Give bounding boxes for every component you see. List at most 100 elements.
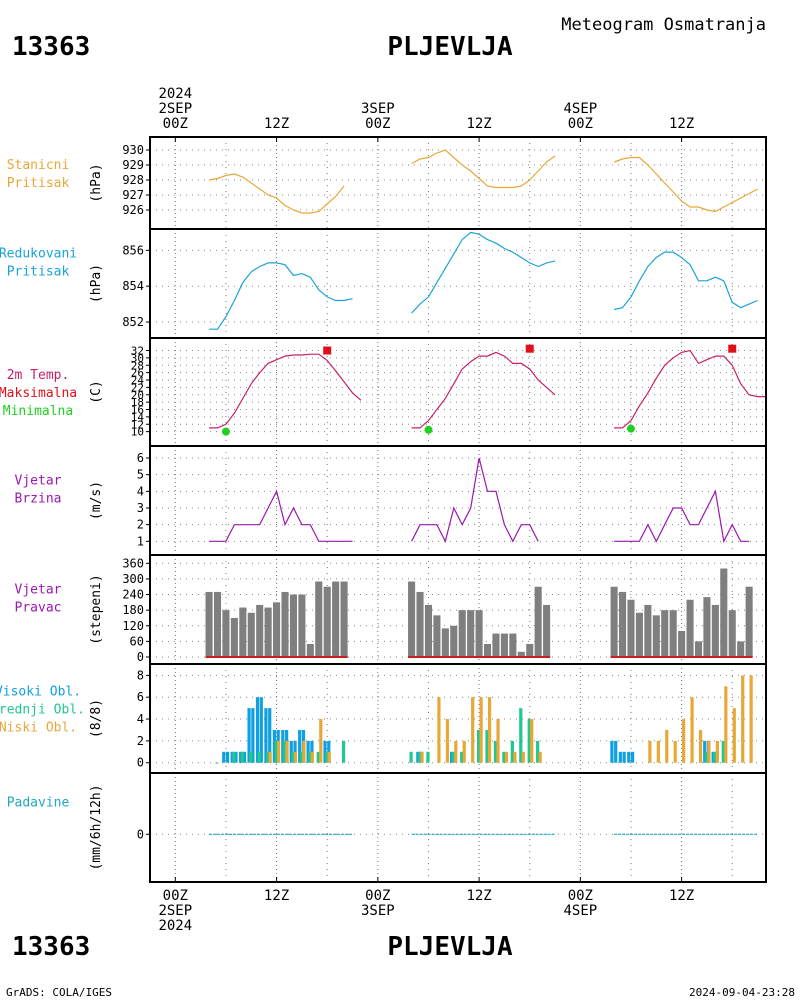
cloud-low-bar xyxy=(454,740,458,763)
cloud-high-bar xyxy=(234,751,238,763)
wind-dir-bar xyxy=(517,651,525,657)
cloud-high-bar xyxy=(310,740,314,763)
time-label-top: 3SEP xyxy=(361,101,395,117)
ytick-label: 1 xyxy=(137,534,144,548)
cloud-high-bar xyxy=(610,740,614,763)
time-label-bottom: 00Z xyxy=(163,888,188,904)
cloud-mid-bar xyxy=(713,751,717,763)
cloud-high-bar xyxy=(306,740,310,763)
cloud-high-bar xyxy=(298,729,302,763)
cloud-low-bar xyxy=(665,729,669,763)
axis-unit: (stepeni) xyxy=(89,574,104,644)
cloud-mid-bar xyxy=(308,751,312,763)
time-label-bottom: 00Z xyxy=(568,888,593,904)
cloud-high-bar xyxy=(416,751,420,763)
wind-dir-bar xyxy=(264,607,272,657)
cloud-mid-bar xyxy=(325,751,329,763)
cloud-mid-bar xyxy=(536,740,540,763)
ytick-label: 120 xyxy=(122,619,144,633)
wind-dir-bar xyxy=(340,581,348,657)
cloud-high-bar xyxy=(247,708,251,763)
cloud-mid-bar xyxy=(299,751,303,763)
panel-precipitation: 0 (mm/6h/12h) Padavine xyxy=(7,772,767,883)
wind-dir-bar xyxy=(610,586,618,657)
cloud-low-bar xyxy=(496,719,500,763)
ytick-label: 12 xyxy=(131,418,144,431)
ytick-label: 927 xyxy=(122,188,144,202)
cloud-high-bar xyxy=(281,729,285,763)
cloud-low-bar xyxy=(504,751,509,763)
panel-label: Vjetar xyxy=(15,583,62,598)
cloud-low-bar xyxy=(310,751,314,763)
cloud-low-bar xyxy=(673,740,677,763)
cloud-low-bar xyxy=(302,740,306,763)
time-label-bottom: 12Z xyxy=(466,888,491,904)
cloud-low-bar xyxy=(327,751,331,763)
ytick-label: 8 xyxy=(137,668,144,682)
time-label-top: 12Z xyxy=(466,116,491,132)
wind-dir-bar xyxy=(315,581,323,657)
ytick-label: 24 xyxy=(131,374,145,387)
time-label-bottom: 2SEP xyxy=(158,903,192,919)
panel-label: Visoki Obl. xyxy=(0,685,81,700)
series-line xyxy=(209,262,353,330)
wind-dir-bar xyxy=(416,591,424,657)
cloud-mid-bar xyxy=(291,751,295,763)
time-label-bottom: 12Z xyxy=(264,888,289,904)
cloud-low-bar xyxy=(293,751,298,763)
axis-unit: (mm/6h/12h) xyxy=(89,784,104,870)
ytick-label: 2 xyxy=(137,518,144,532)
panel-label: Padavine xyxy=(7,796,70,811)
wind-dir-bar xyxy=(619,591,627,657)
cloud-low-bar xyxy=(741,675,745,763)
cloud-high-bar xyxy=(614,740,618,763)
time-label-bottom: 3SEP xyxy=(361,903,395,919)
wind-dir-bar xyxy=(239,607,247,657)
wind-dir-bar xyxy=(526,643,534,657)
cloud-mid-bar xyxy=(493,740,498,763)
panel-label: Pritisak xyxy=(7,176,70,191)
ytick-label: 20 xyxy=(131,389,144,402)
axis-unit: (m/s) xyxy=(89,481,104,520)
cloud-low-bar xyxy=(462,740,466,763)
cloud-mid-bar xyxy=(215,762,219,764)
wind-dir-bar xyxy=(408,581,416,657)
cloud-high-bar xyxy=(327,740,331,763)
ytick-label: 18 xyxy=(131,396,144,409)
wind-dir-bar xyxy=(441,628,449,657)
ytick-label: 360 xyxy=(122,556,144,570)
panel-clouds: 0 2 4 6 8 (8/8) Visoki Obl. Srednji Obl. Niski O… xyxy=(0,663,767,774)
ytick-label: 6 xyxy=(137,690,144,704)
time-label-bottom: 12Z xyxy=(669,888,694,904)
panel-label: 2m Temp. xyxy=(7,368,70,383)
cloud-low-bar xyxy=(538,751,542,763)
cloud-high-bar xyxy=(293,740,297,763)
footer-left: GrADS: COLA/IGES xyxy=(6,986,112,999)
cloud-mid-bar xyxy=(451,751,455,763)
wind-dir-bar xyxy=(543,604,551,657)
cloud-high-bar xyxy=(627,751,631,763)
cloud-low-bar xyxy=(749,675,753,763)
panel-label: Maksimalna xyxy=(0,386,77,401)
cloud-high-bar xyxy=(222,751,226,763)
panel-wind_speed: 1 2 3 4 5 6 (m/s) Vjetar Brzina xyxy=(15,445,767,556)
max-temp-marker xyxy=(728,344,737,353)
cloud-mid-bar xyxy=(460,751,464,763)
ytick-label: 3 xyxy=(137,501,144,515)
wind-dir-bar xyxy=(222,610,230,657)
wind-dir-bar xyxy=(450,625,458,657)
min-temp-marker xyxy=(221,427,230,436)
ytick-label: 30 xyxy=(131,352,144,365)
series-line xyxy=(209,489,353,542)
wind-dir-bar xyxy=(635,612,643,657)
time-label-top: 12Z xyxy=(669,116,694,132)
wind-dir-bar xyxy=(205,591,213,657)
station-name-top: PLJEVLJA xyxy=(387,32,513,62)
ytick-label: 0 xyxy=(137,756,144,770)
cloud-high-bar xyxy=(268,708,272,763)
series-line xyxy=(209,353,362,429)
wind-dir-bar xyxy=(737,641,745,657)
ytick-label: 32 xyxy=(131,345,144,358)
